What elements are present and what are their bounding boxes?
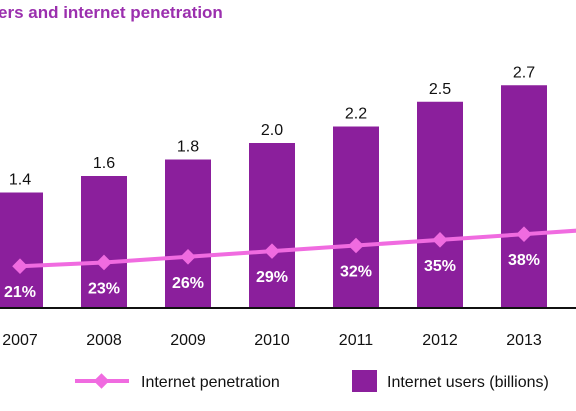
penetration-label: 23% [88, 280, 120, 297]
bar-value-label: 2.0 [261, 122, 283, 139]
bar-2011 [333, 126, 379, 308]
chart-title: ers and internet penetration [0, 3, 223, 22]
legend-label-users: Internet users (billions) [387, 374, 549, 391]
legend: Internet penetration Internet users (bill… [75, 370, 549, 392]
legend-bar-swatch [352, 370, 377, 392]
penetration-line [19, 228, 576, 269]
x-tick-label: 2013 [506, 332, 542, 349]
penetration-marker [180, 249, 196, 265]
bar-2008 [81, 176, 127, 308]
bar-value-label: 1.8 [177, 139, 199, 156]
x-tick-label: 2007 [2, 332, 38, 349]
bar-2009 [165, 159, 211, 308]
bar-2012 [417, 101, 463, 308]
x-tick-label: 2010 [254, 332, 290, 349]
penetration-marker [264, 243, 280, 259]
labels-layer: 1.4 2007 21% 1.6 2008 23% 1.8 2009 26% 2.0 2010 29%… [2, 64, 542, 349]
x-tick-label: 2008 [86, 332, 122, 349]
bar-value-label: 2.5 [429, 81, 451, 98]
bar-2010 [249, 143, 295, 308]
bars-layer [0, 85, 547, 308]
legend-line-marker [93, 373, 110, 389]
bar-value-label: 1.6 [93, 155, 115, 172]
penetration-marker [348, 237, 364, 254]
penetration-label: 35% [424, 258, 456, 275]
bar-2013 [501, 85, 547, 308]
legend-label-penetration: Internet penetration [141, 374, 280, 391]
penetration-marker [516, 226, 532, 242]
bar-value-label: 2.2 [345, 106, 367, 123]
bar-value-label: 2.7 [513, 64, 535, 81]
x-tick-label: 2009 [170, 332, 206, 349]
penetration-label: 38% [508, 252, 540, 269]
penetration-label: 21% [4, 284, 36, 301]
penetration-label: 29% [256, 269, 288, 286]
x-tick-label: 2012 [422, 332, 458, 349]
penetration-label: 26% [172, 275, 204, 292]
x-tick-label: 2011 [339, 332, 374, 349]
bar-2007 [0, 192, 43, 308]
penetration-marker [432, 232, 448, 248]
bar-value-label: 1.4 [9, 172, 31, 189]
penetration-label: 32% [340, 263, 372, 280]
